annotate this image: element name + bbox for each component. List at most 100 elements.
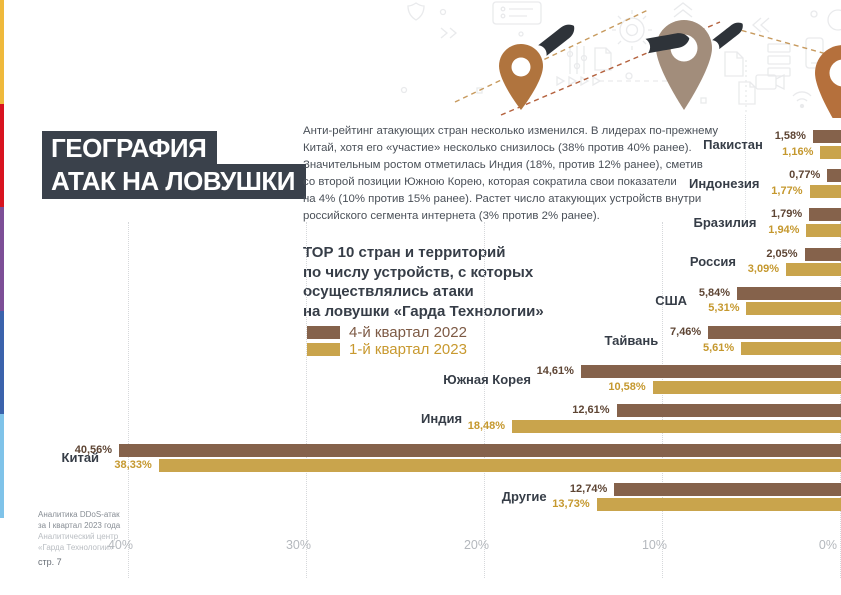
value-label-q1-2023: 5,61% (702, 341, 735, 354)
value-label-q1-2023: 13,73% (552, 498, 590, 511)
stripe-segment (0, 310, 4, 415)
stripe-segment (0, 0, 4, 104)
page-number: стр. 7 (38, 557, 62, 567)
chevron-right-icon (440, 27, 458, 39)
wifi-icon (792, 91, 812, 109)
footer-doc-title: Аналитика DDoS-атак за I квартал 2023 го… (38, 510, 120, 531)
bar-q1-2023 (596, 498, 841, 512)
map-pin-icon (815, 45, 841, 118)
stripe-segment (0, 207, 4, 311)
value-label-q4-2022: 1,58% (774, 130, 806, 142)
chart-title: ТОР 10 стран и территорий по числу устро… (303, 244, 544, 320)
category-label: Тайвань (604, 332, 659, 348)
bar-q4-2022 (614, 482, 841, 496)
chevron-up-icon (673, 2, 693, 18)
legend-item: 1-й квартал 2023 (307, 341, 467, 358)
category-label: Россия (689, 254, 736, 270)
category-label: Индия (421, 410, 463, 426)
bar-q4-2022 (804, 247, 841, 261)
chart-legend: 4-й квартал 2022 1-й квартал 2023 (307, 324, 467, 358)
bar-q4-2022 (737, 286, 841, 300)
bar-q1-2023 (806, 223, 841, 237)
map-pin-icon (499, 44, 543, 110)
category-label: Другие (501, 489, 547, 505)
page-title-line2: АТАК НА ЛОВУШКИ (42, 164, 306, 199)
bullet-icon (645, 33, 690, 54)
value-label-q4-2022: 12,74% (569, 482, 608, 495)
footer-doc-line1: Аналитика DDoS-атак (38, 510, 120, 519)
axis-gridline (306, 222, 307, 578)
bar-q1-2023 (652, 380, 841, 394)
dashed-trajectory (732, 27, 841, 59)
chevron-left-icon (752, 17, 770, 33)
value-label-q1-2023: 1,16% (782, 145, 814, 158)
legend-swatch (307, 326, 340, 339)
bar-q4-2022 (119, 443, 841, 457)
value-label-q1-2023: 38,33% (114, 459, 152, 472)
value-label-q1-2023: 5,31% (708, 302, 740, 315)
category-label: Бразилия (693, 214, 757, 230)
legend-label: 1-й квартал 2023 (349, 341, 467, 358)
bar-q4-2022 (827, 169, 841, 183)
legend-swatch (307, 343, 340, 356)
decor-dotted-line (745, 115, 746, 222)
value-label-q4-2022: 2,05% (766, 247, 798, 260)
axis-tick-label: 40% (107, 538, 133, 552)
bar-q4-2022 (809, 208, 841, 222)
category-label: США (655, 293, 688, 309)
value-label-q4-2022: 7,46% (670, 326, 702, 338)
axis-gridline (662, 222, 663, 578)
list-icon (767, 43, 791, 77)
axis-gridline (484, 222, 485, 578)
bar-q4-2022 (708, 326, 841, 339)
bar-q4-2022 (812, 130, 841, 143)
footer-org-line2: «Гарда Технологии» (38, 542, 114, 552)
footer-doc-line2: за I квартал 2023 года (38, 520, 121, 530)
camera-icon (755, 73, 785, 91)
axis-tick-label: 10% (641, 538, 667, 552)
bar-q1-2023 (809, 184, 841, 198)
bar-q4-2022 (616, 404, 841, 418)
value-label-q4-2022: 14,61% (536, 365, 574, 378)
value-label-q1-2023: 1,77% (771, 184, 803, 197)
axis-gridline (128, 222, 129, 578)
legend-label: 4-й квартал 2022 (349, 324, 467, 341)
legend-item: 4-й квартал 2022 (307, 324, 467, 341)
gear-icon (612, 10, 652, 50)
footer-org-line1: Аналитический центр (38, 532, 119, 541)
stripe-segment (0, 414, 4, 518)
value-label-q4-2022: 0,77% (789, 169, 821, 182)
bullet-icon (538, 24, 575, 56)
value-label-q4-2022: 40,56% (74, 443, 113, 456)
category-label: Пакистан (703, 136, 763, 152)
axis-tick-label: 20% (463, 538, 489, 552)
value-label-q4-2022: 12,61% (572, 404, 610, 417)
document-icon (738, 81, 756, 105)
value-label-q1-2023: 10,58% (608, 380, 646, 393)
bar-q1-2023 (158, 459, 841, 473)
bar-q1-2023 (786, 263, 841, 277)
axis-tick-label: 30% (285, 538, 311, 552)
value-label-q1-2023: 1,94% (768, 223, 800, 236)
intro-paragraph: Анти-рейтинг атакующих стран несколько и… (303, 125, 719, 222)
axis-tick-label: 0% (818, 538, 837, 552)
document-icon (594, 47, 612, 71)
category-label: Китай (61, 450, 100, 466)
attack-decoration (400, 1, 841, 118)
page-title-line1: ГЕОГРАФИЯ (42, 131, 218, 166)
category-label: Южная Корея (443, 371, 531, 387)
bar-q1-2023 (741, 341, 841, 355)
bar-q1-2023 (820, 145, 841, 159)
bar-q1-2023 (512, 419, 841, 433)
bullet-icon (712, 22, 743, 50)
value-label-q4-2022: 1,79% (770, 208, 803, 221)
bar-q1-2023 (746, 302, 841, 316)
value-label-q1-2023: 3,09% (747, 263, 779, 276)
stripe-segment (0, 103, 4, 208)
value-label-q1-2023: 18,48% (467, 419, 506, 432)
document-icon (724, 51, 744, 77)
shield-icon (407, 2, 425, 21)
category-label: Индонезия (688, 175, 760, 191)
